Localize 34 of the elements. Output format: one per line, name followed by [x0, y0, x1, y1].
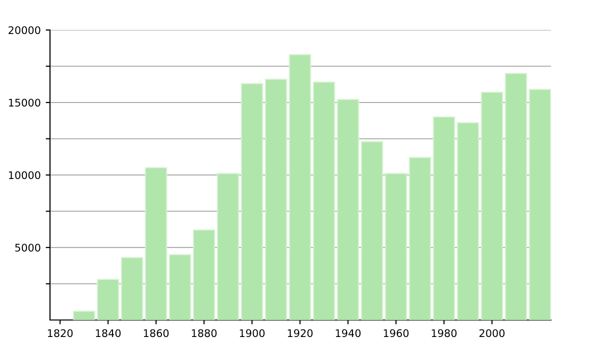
bar	[360, 141, 384, 320]
x-tick-label: 1940	[336, 329, 361, 338]
bar	[384, 172, 408, 320]
bar	[216, 172, 240, 320]
y-tick-label: 20000	[8, 26, 40, 34]
bar	[168, 254, 192, 320]
x-tick-label: 1840	[96, 329, 121, 338]
x-tick-label: 1980	[432, 329, 457, 338]
bar	[408, 157, 432, 320]
y-tick-label: 15000	[8, 98, 40, 107]
bar	[264, 78, 288, 320]
bar	[504, 72, 528, 320]
bar	[528, 88, 551, 320]
bar	[96, 278, 120, 320]
x-tick-label: 1820	[48, 329, 73, 338]
bar	[312, 82, 336, 320]
x-tick-label: 1920	[288, 329, 313, 338]
x-tick-label: 1960	[384, 329, 409, 338]
bar	[432, 116, 456, 320]
y-tick-label: 10000	[8, 171, 40, 180]
bar	[72, 310, 96, 320]
x-tick-label: 2000	[479, 329, 505, 338]
bar	[288, 54, 312, 320]
bar	[240, 83, 264, 320]
bar	[144, 167, 168, 320]
x-tick-label: 1900	[240, 329, 265, 338]
y-tick-label: 5000	[15, 244, 40, 252]
bar	[336, 99, 360, 320]
x-tick-label: 1860	[144, 329, 169, 338]
x-tick-label: 1880	[192, 329, 217, 338]
bar	[456, 122, 480, 320]
bar	[120, 257, 144, 320]
bar	[192, 230, 216, 320]
bar	[480, 92, 504, 320]
